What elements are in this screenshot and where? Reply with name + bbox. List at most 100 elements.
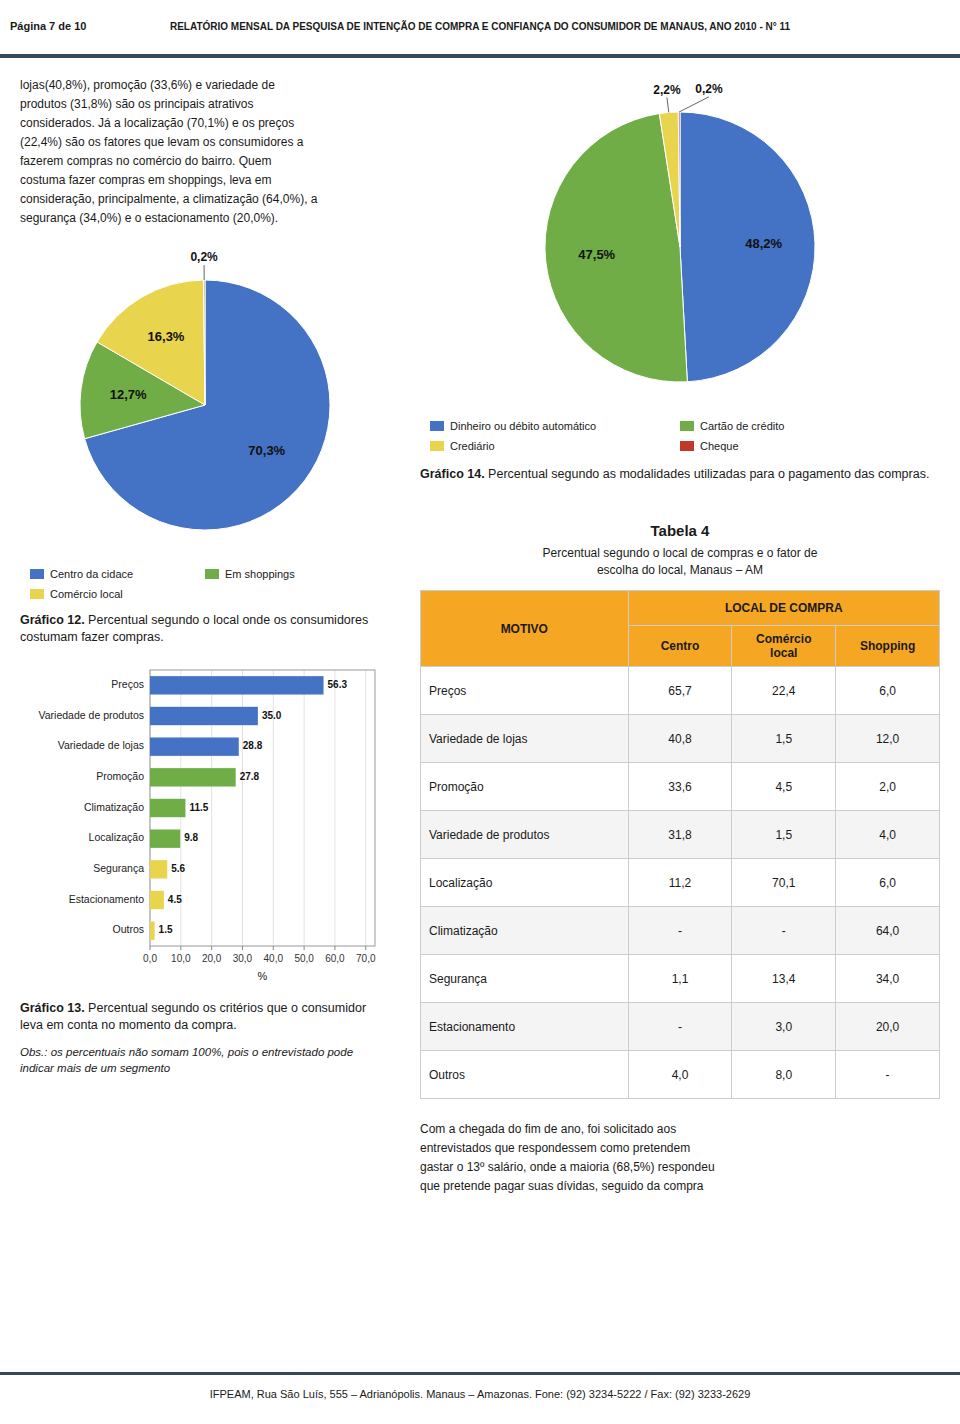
table-cell: 1,5	[732, 811, 836, 859]
legend-item: Cartão de crédito	[680, 416, 930, 436]
data-label: 5.6	[171, 863, 185, 874]
table-cell: 4,5	[732, 763, 836, 811]
chart-note: Obs.: os percentuais não somam 100%, poi…	[20, 1044, 390, 1076]
row-label: Segurança	[421, 955, 629, 1003]
text-line: (22,4%) são os fatores que levam os cons…	[20, 133, 400, 152]
slice-label: 2,2%	[653, 83, 681, 97]
table-title: Tabela 4	[420, 522, 940, 539]
data-label: 9.8	[184, 832, 198, 843]
data-label: 4.5	[168, 894, 182, 905]
table-cell: 8,0	[732, 1051, 836, 1099]
x-tick-label: 60,0	[325, 953, 345, 964]
legend-item: Em shoppings	[205, 564, 380, 584]
legend-swatch	[430, 441, 444, 451]
y-tick-label: Variedade de lojas	[58, 739, 144, 751]
row-label: Localização	[421, 859, 629, 907]
table-row: Climatização--64,0	[421, 907, 940, 955]
data-label: 27.8	[240, 771, 260, 782]
x-tick	[180, 946, 181, 950]
row-label: Variedade de produtos	[421, 811, 629, 859]
header-rule	[0, 54, 960, 58]
pie-chart: 48,2%47,5%2,2%0,2%	[420, 72, 940, 412]
bar	[150, 707, 258, 725]
pie-slice	[659, 112, 680, 247]
table-row: Estacionamento-3,020,0	[421, 1003, 940, 1051]
pie-slice	[97, 280, 205, 405]
x-tick	[150, 946, 151, 950]
bar	[150, 768, 236, 786]
series-header: Comércio local	[732, 626, 836, 667]
y-tick-label: Outros	[112, 923, 144, 935]
grid-line	[334, 670, 335, 946]
x-tick-label: 30,0	[233, 953, 253, 964]
legend-item: Crediário	[430, 436, 680, 456]
bar	[150, 921, 155, 939]
grid-line	[304, 670, 305, 946]
legend-swatch	[680, 421, 694, 431]
legend: Centro da cidaceEm shoppingsComércio loc…	[30, 564, 380, 604]
data-table: MOTIVOLOCAL DE COMPRACentroComércio loca…	[420, 590, 940, 1099]
table-cell: 13,4	[732, 955, 836, 1003]
x-tick	[273, 946, 274, 950]
table-cell: 6,0	[836, 667, 940, 715]
leader-line	[667, 98, 669, 113]
caption-text: Percentual segundo as modalidades utiliz…	[488, 467, 929, 481]
pie-slice	[680, 112, 815, 382]
page: Página 7 de 10RELATÓRIO MENSAL DA PESQUI…	[0, 0, 960, 1424]
leader-line	[679, 97, 709, 112]
legend-swatch	[680, 441, 694, 451]
bars	[150, 676, 324, 940]
table-cell: 34,0	[836, 955, 940, 1003]
row-label: Estacionamento	[421, 1003, 629, 1051]
text-line: Com a chegada do fim de ano, foi solicit…	[420, 1120, 940, 1139]
y-tick-label: Promoção	[96, 770, 144, 782]
row-label: Outros	[421, 1051, 629, 1099]
legend-item: Comércio local	[30, 584, 205, 604]
slice-label: 0,2%	[695, 82, 723, 96]
table-cell: 40,8	[628, 715, 732, 763]
slice-label: 70,3%	[248, 443, 285, 458]
text-line: considerados. Já a localização (70,1%) e…	[20, 114, 400, 133]
series-header: Shopping	[836, 626, 940, 667]
table-cell: 64,0	[836, 907, 940, 955]
leader-line	[204, 265, 205, 280]
x-tick	[365, 946, 366, 950]
table-cell: 11,2	[628, 859, 732, 907]
bar	[150, 891, 164, 909]
bar	[150, 799, 185, 817]
row-label: Variedade de lojas	[421, 715, 629, 763]
caption-title: Gráfico 12.	[20, 613, 85, 627]
grid-line	[365, 670, 366, 946]
pie-slice	[678, 112, 680, 247]
series-header: Centro	[628, 626, 732, 667]
text-line: produtos (31,8%) são os principais atrat…	[20, 95, 400, 114]
y-tick-label: Preços	[111, 678, 144, 690]
legend-swatch	[30, 589, 44, 599]
chart-caption: Gráfico 12. Percentual segundo o local o…	[20, 612, 390, 646]
chart-caption: Gráfico 14. Percentual segundo as modali…	[420, 466, 940, 483]
bar	[150, 676, 324, 694]
row-label: Climatização	[421, 907, 629, 955]
table-subtitle: Percentual segundo o local de compras e …	[420, 546, 940, 560]
x-tick-label: 40,0	[264, 953, 284, 964]
legend-label: Crediário	[450, 440, 495, 452]
legend-item: Dinheiro ou débito automático	[430, 416, 680, 436]
row-label: Preços	[421, 667, 629, 715]
footer-rule	[0, 1372, 960, 1375]
x-tick-label: 10,0	[171, 953, 191, 964]
plot-frame	[150, 670, 375, 946]
table-cell: -	[732, 907, 836, 955]
table-cell: 4,0	[836, 811, 940, 859]
header-row: MOTIVOLOCAL DE COMPRA	[421, 591, 940, 626]
table-cell: 6,0	[836, 859, 940, 907]
slice-label: 48,2%	[745, 236, 782, 251]
table-subtitle: escolha do local, Manaus – AM	[420, 563, 940, 577]
legend-label: Dinheiro ou débito automático	[450, 420, 596, 432]
text-line: fazerem compras no comércio do bairro. Q…	[20, 152, 400, 171]
table-cell: 70,1	[732, 859, 836, 907]
row-header: MOTIVO	[421, 591, 629, 667]
text-line: costuma fazer compras em shoppings, leva…	[20, 171, 400, 190]
legend-label: Cheque	[700, 440, 739, 452]
y-tick-label: Segurança	[93, 862, 144, 874]
bar	[150, 737, 239, 755]
